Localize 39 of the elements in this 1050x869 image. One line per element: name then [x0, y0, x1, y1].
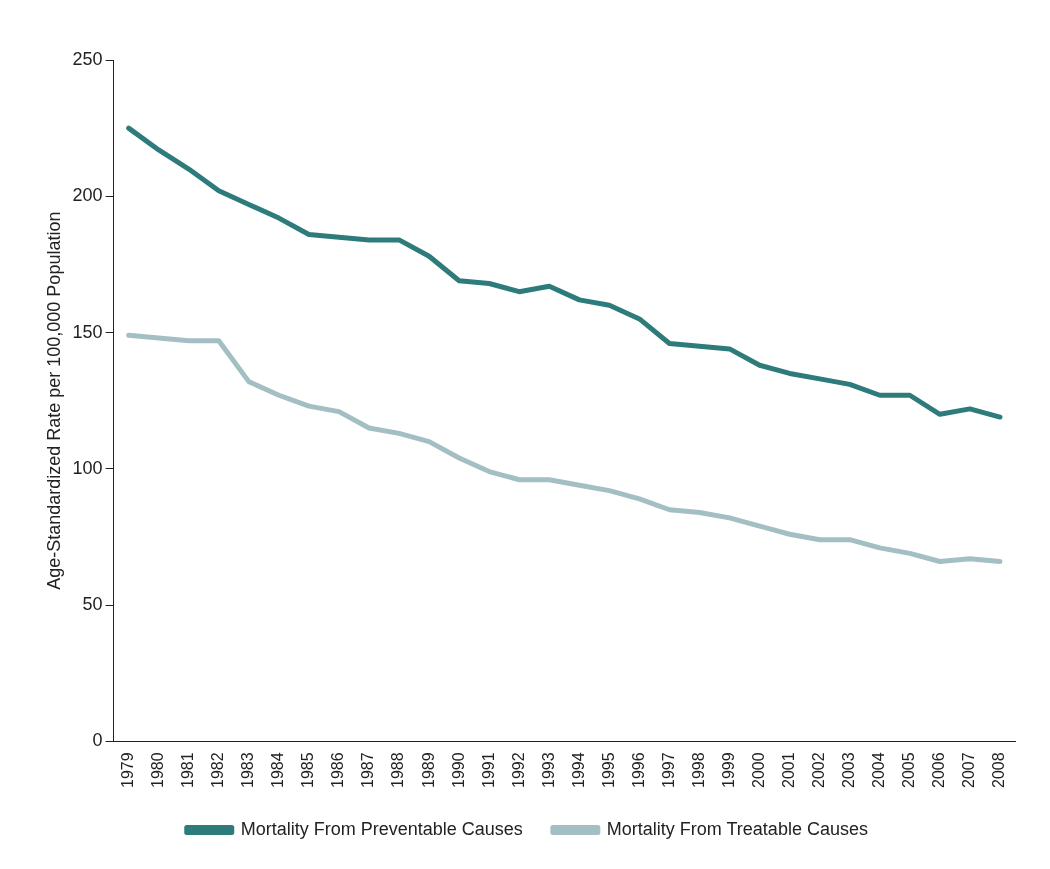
- x-tick-label: 2000: [750, 752, 768, 788]
- x-tick-label: 2004: [870, 752, 888, 788]
- legend-label: Mortality From Preventable Causes: [240, 818, 523, 839]
- x-tick-label: 2001: [780, 752, 798, 788]
- y-axis-title: Age-Standardized Rate per 100,000 Population: [43, 211, 64, 590]
- x-tick-label: 1980: [149, 752, 167, 788]
- y-tick-label: 50: [82, 594, 103, 615]
- x-tick-label: 1985: [299, 752, 317, 788]
- x-tick-label: 1997: [659, 752, 677, 788]
- x-tick-label: 2005: [900, 752, 918, 788]
- x-tick-label: 2006: [930, 752, 948, 788]
- x-tick-label: 1983: [239, 752, 257, 788]
- x-tick-label: 1987: [359, 752, 377, 788]
- x-tick-label: 2002: [810, 752, 828, 788]
- x-tick-label: 1992: [509, 752, 527, 788]
- x-tick-label: 1995: [599, 752, 617, 788]
- x-tick-label: 1990: [449, 752, 467, 788]
- legend-label: Mortality From Treatable Causes: [606, 818, 868, 839]
- x-tick-label: 1979: [119, 752, 137, 788]
- x-tick-label: 1993: [539, 752, 557, 788]
- x-tick-label: 2008: [990, 752, 1008, 788]
- x-tick-label: 1989: [419, 752, 437, 788]
- x-tick-label: 1996: [629, 752, 647, 788]
- x-tick-label: 2007: [960, 752, 978, 788]
- x-tick-label: 1981: [179, 752, 197, 788]
- x-tick-label: 1984: [269, 752, 287, 788]
- x-tick-label: 1994: [569, 752, 587, 788]
- x-tick-label: 1982: [209, 752, 227, 788]
- x-tick-label: 1991: [479, 752, 497, 788]
- y-tick-label: 0: [92, 730, 103, 751]
- x-tick-label: 1988: [389, 752, 407, 788]
- y-tick-label: 250: [72, 48, 103, 69]
- y-tick-label: 100: [72, 457, 103, 478]
- x-tick-label: 1998: [689, 752, 707, 788]
- x-tick-label: 1999: [719, 752, 737, 788]
- x-tick-label: 1986: [329, 752, 347, 788]
- y-tick-label: 200: [72, 185, 103, 206]
- x-tick-label: 2003: [840, 752, 858, 788]
- y-tick-label: 150: [72, 321, 103, 342]
